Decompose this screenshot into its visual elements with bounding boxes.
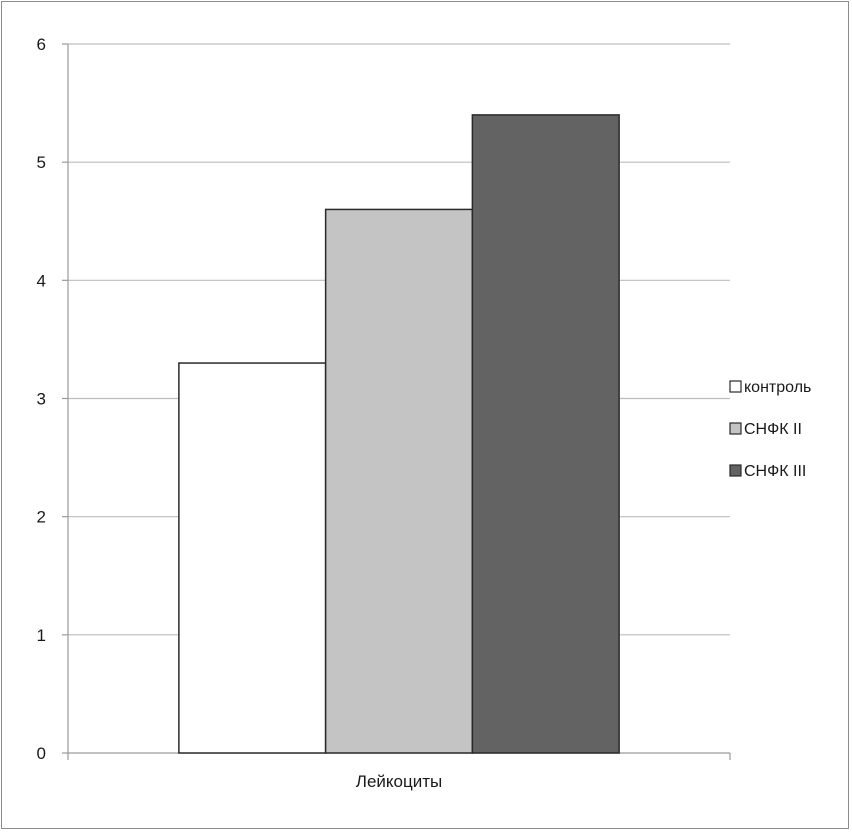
y-tick-label: 1 xyxy=(37,626,46,645)
legend-label: СНФК III xyxy=(744,463,806,480)
y-tick-label: 0 xyxy=(37,744,46,763)
y-tick-label: 2 xyxy=(37,508,46,527)
y-tick-label: 5 xyxy=(37,153,46,172)
legend: контроль СНФК II СНФК III xyxy=(729,379,811,480)
legend-swatch xyxy=(729,380,742,393)
bar-2 xyxy=(324,208,474,754)
legend-label: СНФК II xyxy=(744,421,802,438)
bars xyxy=(178,114,620,754)
bar-1 xyxy=(178,362,327,754)
x-category-label: Лейкоциты xyxy=(356,772,442,791)
y-tick-label: 3 xyxy=(37,390,46,409)
legend-label: контроль xyxy=(744,379,811,396)
legend-item: контроль xyxy=(729,379,811,396)
y-tick-label: 6 xyxy=(37,35,46,54)
bar-3 xyxy=(471,114,620,754)
legend-swatch xyxy=(729,422,742,435)
y-tick-labels: 0 1 2 3 4 5 6 xyxy=(37,35,46,763)
y-tick-label: 4 xyxy=(37,271,46,290)
legend-item: СНФК II xyxy=(729,421,802,438)
legend-item: СНФК III xyxy=(729,463,806,480)
x-category-labels: Лейкоциты xyxy=(356,772,442,791)
legend-swatch xyxy=(729,464,742,477)
